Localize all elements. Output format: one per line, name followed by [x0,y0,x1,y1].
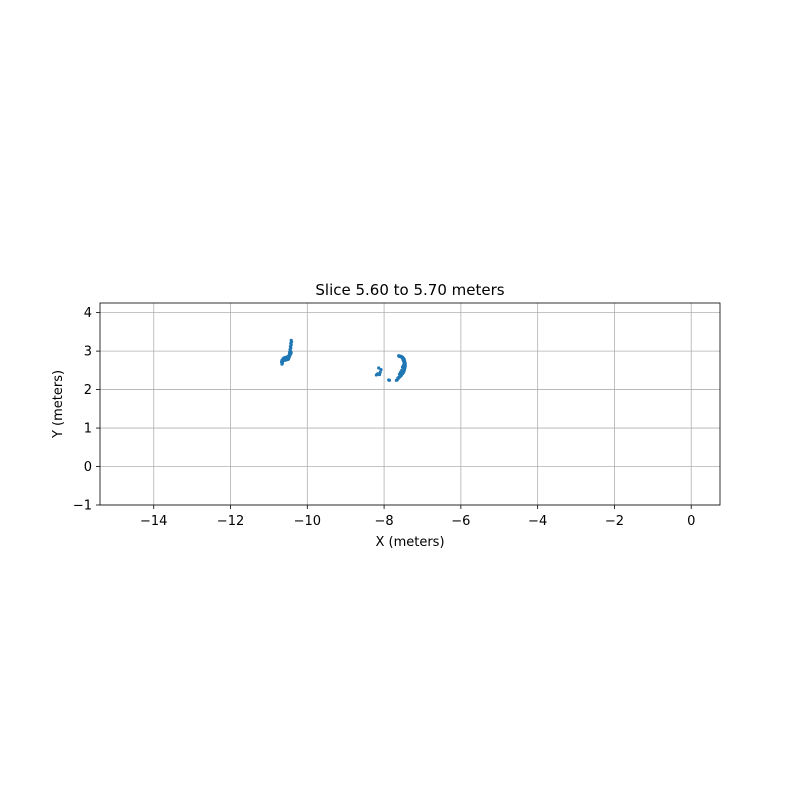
plot-frame [99,302,721,506]
x-axis-label: X (meters) [375,535,444,550]
data-point [288,349,293,354]
data-points [279,338,407,382]
x-tick-label: −6 [451,514,470,529]
y-tick-label: 1 [84,422,92,437]
x-tick-label: −12 [217,514,244,529]
y-tick-label: −1 [73,499,92,514]
data-point [402,366,407,371]
x-tick-label: 0 [687,514,695,529]
x-tick-label: −4 [528,514,547,529]
data-point [403,362,407,366]
grid-lines [100,303,720,506]
y-axis-label: Y (meters) [51,370,66,439]
x-tick-label: −2 [605,514,624,529]
data-point [378,370,382,374]
x-tick-label: −14 [140,514,167,529]
data-point [375,372,380,376]
x-tick-label: −10 [294,514,321,529]
y-tick-label: 2 [84,383,92,398]
data-point [377,366,381,370]
y-tick-label: 3 [84,345,92,360]
data-point [379,367,383,372]
data-point [280,359,284,363]
y-tick-label: 4 [84,306,92,321]
data-point [400,371,404,375]
data-point [394,378,398,382]
y-tick-label: 0 [84,460,92,475]
chart-title: Slice 5.60 to 5.70 meters [315,281,504,299]
data-point [398,375,402,379]
x-tick-label: −8 [375,514,394,529]
data-point [280,362,284,366]
data-point [387,378,392,382]
